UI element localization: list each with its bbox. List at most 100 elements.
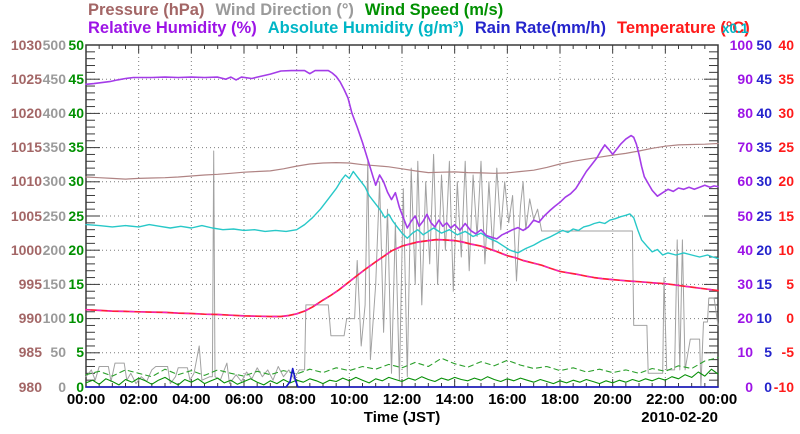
rain-rate-tick-label: 30 [756, 173, 772, 190]
left-axis-tick-row: 1030 500 50 [0, 36, 84, 53]
series-wind-speed-gust [85, 357, 719, 378]
wind-direction-tick-label: 50 [50, 344, 66, 361]
wind-speed-tick-label: 30 [68, 173, 84, 190]
relative-humidity-tick-label: 30 [737, 275, 753, 292]
pressure-tick-label: 990 [18, 310, 42, 327]
temperature-tick-label: 30 [778, 104, 794, 121]
wind-direction-tick-label: 500 [42, 36, 66, 53]
wind-speed-tick-label: 40 [68, 104, 84, 121]
date-label: 2010-02-20 [641, 409, 718, 426]
pressure-tick-label: 1025 [10, 70, 42, 87]
pressure-tick-label: 995 [18, 275, 42, 292]
left-axis-tick-row: 990 100 10 [0, 311, 84, 326]
x-tick-label: 00:00 [698, 391, 738, 408]
right-axis-tick-row: 40 20 10 [722, 241, 794, 258]
legend-absolute-humidity-g-m: Absolute Humidity (g/m³) [267, 19, 464, 37]
pressure-tick-label: 1015 [10, 139, 42, 156]
relative-humidity-tick-label: 40 [737, 241, 753, 258]
wind-direction-tick-label: 250 [42, 207, 66, 224]
right-axis-tick-row: 10 5 -5 [722, 345, 794, 360]
series-wind-direction [85, 150, 719, 388]
right-axis-tick-row: 0 0 -10 [722, 378, 794, 395]
legend-pressure-hpa: Pressure (hPa) [88, 1, 205, 19]
x-tick-label: 02:00 [119, 391, 158, 408]
relative-humidity-tick-label: 50 [737, 207, 753, 224]
left-axis-tick-row: 985 50 5 [0, 345, 84, 360]
rain-rate-tick-label: 50 [756, 36, 772, 53]
pressure-tick-label: 1010 [10, 173, 42, 190]
wind-direction-tick-label: 150 [42, 275, 66, 292]
right-axis-tick-row: 70 35 25 [722, 140, 794, 155]
temperature-tick-label: -5 [781, 344, 794, 361]
temperature-tick-label: 10 [778, 241, 794, 258]
left-axis-tick-row: 1005 250 25 [0, 207, 84, 224]
wind-speed-tick-label: 10 [68, 310, 84, 327]
rain-rate-tick-label: 5 [764, 344, 772, 361]
rain-rate-tick-label: 20 [756, 241, 772, 258]
temperature-tick-label: 0 [786, 310, 794, 327]
pressure-tick-label: 1000 [10, 241, 42, 258]
x-tick-label: 06:00 [224, 391, 264, 408]
left-axis-tick-row: 1000 200 20 [0, 241, 84, 258]
temperature-tick-label: -10 [773, 378, 794, 395]
right-axis-tick-row: 90 45 35 [722, 70, 794, 87]
series-rain-rate [85, 367, 719, 388]
relative-humidity-tick-label: 90 [737, 70, 753, 87]
temperature-tick-label: 20 [778, 173, 794, 190]
pressure-tick-label: 980 [18, 378, 42, 395]
temperature-tick-label: 40 [778, 36, 794, 53]
legend-temperature-c: Temperature (°C) [616, 19, 750, 37]
legend-rain-rate-mm-h: Rain Rate(mm/h) [474, 19, 606, 37]
wind-speed-tick-label: 35 [68, 139, 84, 156]
temperature-tick-label: 25 [778, 139, 794, 156]
x-tick-label: 12:00 [382, 391, 422, 408]
wind-speed-tick-label: 15 [68, 275, 84, 292]
wind-speed-tick-label: 45 [68, 70, 84, 87]
rain-rate-tick-label: 35 [756, 139, 772, 156]
pressure-tick-label: 1030 [10, 36, 42, 53]
x-tick-label: 14:00 [435, 391, 474, 408]
rain-rate-tick-label: 15 [756, 275, 772, 292]
right-axis-tick-row: 100 50 40 [722, 36, 794, 53]
left-axis-tick-row: 1025 450 45 [0, 70, 84, 87]
x-tick-label: 20:00 [593, 391, 632, 408]
legend-row-1: Pressure (hPa) Wind Direction (°) Wind Spe… [88, 1, 503, 19]
right-axis-tick-row: 30 15 5 [722, 275, 794, 292]
rain-rate-tick-label: 40 [756, 104, 772, 121]
x-tick-label: 16:00 [488, 391, 527, 408]
wind-speed-tick-label: 20 [68, 241, 84, 258]
rain-rate-tick-label: 45 [756, 70, 772, 87]
relative-humidity-tick-label: 20 [737, 310, 753, 327]
gridlines [86, 45, 718, 387]
relative-humidity-tick-label: 0 [745, 378, 753, 395]
left-axis-tick-row: 1020 400 40 [0, 104, 84, 121]
right-axis-tick-row: 60 30 20 [722, 174, 794, 189]
relative-humidity-tick-label: 60 [737, 173, 753, 190]
wind-direction-tick-label: 100 [42, 310, 66, 327]
wind-direction-tick-label: 300 [42, 173, 66, 190]
relative-humidity-tick-label: 80 [737, 104, 753, 121]
wind-direction-tick-label: 450 [42, 70, 66, 87]
scale-multiplier-label: x0.1 [722, 21, 749, 36]
series-relative-humidity [85, 69, 719, 240]
relative-humidity-tick-label: 10 [737, 344, 753, 361]
pressure-tick-label: 1005 [10, 207, 42, 224]
right-axis-tick-row: 50 25 15 [722, 207, 794, 224]
relative-humidity-tick-label: 100 [729, 36, 753, 53]
legend-wind-speed-m-s: Wind Speed (m/s) [364, 1, 504, 19]
wind-direction-tick-label: 200 [42, 241, 66, 258]
rain-rate-tick-label: 25 [756, 207, 772, 224]
right-axis-tick-row: 20 10 0 [722, 311, 794, 326]
right-axis-tick-row: 80 40 30 [722, 104, 794, 121]
left-axis-tick-row: 995 150 15 [0, 275, 84, 292]
relative-humidity-tick-label: 70 [737, 139, 753, 156]
wind-direction-tick-label: 350 [42, 139, 66, 156]
wind-direction-tick-label: 0 [58, 378, 66, 395]
series-absolute-humidity [85, 170, 719, 260]
x-tick-label: 04:00 [172, 391, 211, 408]
x-tick-label: 10:00 [330, 391, 369, 408]
left-axis-tick-row: 980 0 0 [0, 378, 84, 395]
legend-row-2: Relative Humidity (%) Absolute Humidity (… [88, 19, 750, 37]
